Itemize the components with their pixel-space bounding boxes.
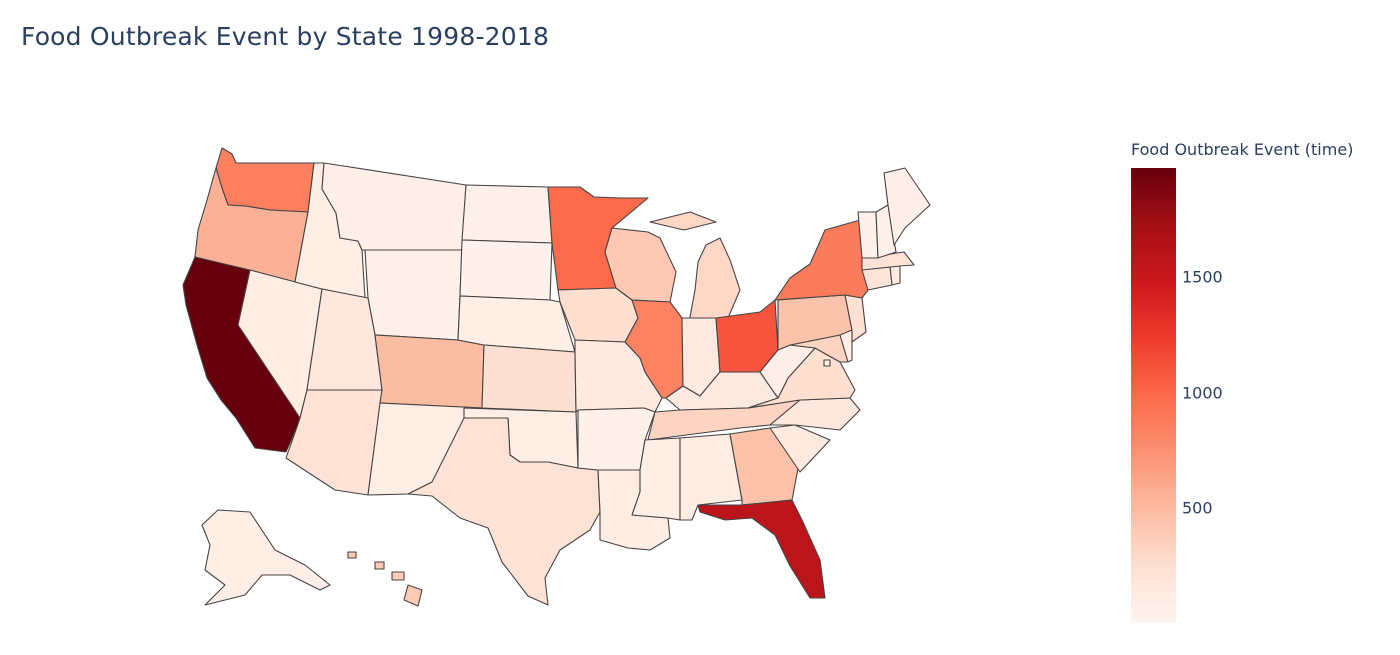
state-nh[interactable] xyxy=(875,204,897,259)
chart-title: Food Outbreak Event by State 1998-2018 xyxy=(21,22,550,51)
state-tx[interactable] xyxy=(407,417,601,606)
state-sd[interactable] xyxy=(459,239,553,301)
state-wy[interactable] xyxy=(364,249,463,341)
state-ny[interactable] xyxy=(774,219,869,301)
state-wi[interactable] xyxy=(604,227,677,303)
colorbar xyxy=(1131,168,1176,623)
state-fl[interactable] xyxy=(697,499,826,599)
colorbar-title: Food Outbreak Event (time) xyxy=(1131,140,1354,159)
colorbar-gradient xyxy=(1131,168,1176,623)
state-mi[interactable] xyxy=(649,211,741,329)
state-ks[interactable] xyxy=(481,344,577,413)
state-ne[interactable] xyxy=(457,295,576,353)
state-hi[interactable] xyxy=(347,551,423,607)
state-co[interactable] xyxy=(374,334,485,409)
state-mt[interactable] xyxy=(321,162,467,251)
state-vt[interactable] xyxy=(857,211,879,259)
state-nd[interactable] xyxy=(461,184,553,244)
state-wa[interactable] xyxy=(215,147,315,213)
colorbar-tick-label: 500 xyxy=(1182,498,1213,518)
state-il[interactable] xyxy=(624,299,684,399)
colorbar-tick-label: 1000 xyxy=(1182,383,1223,403)
state-me[interactable] xyxy=(883,167,931,246)
state-dc[interactable] xyxy=(823,359,831,367)
us-choropleth-map xyxy=(182,147,931,607)
state-ri[interactable] xyxy=(889,265,901,286)
state-sc[interactable] xyxy=(769,424,831,473)
colorbar-tick-label: 1500 xyxy=(1182,267,1223,287)
state-ak[interactable] xyxy=(201,509,331,606)
